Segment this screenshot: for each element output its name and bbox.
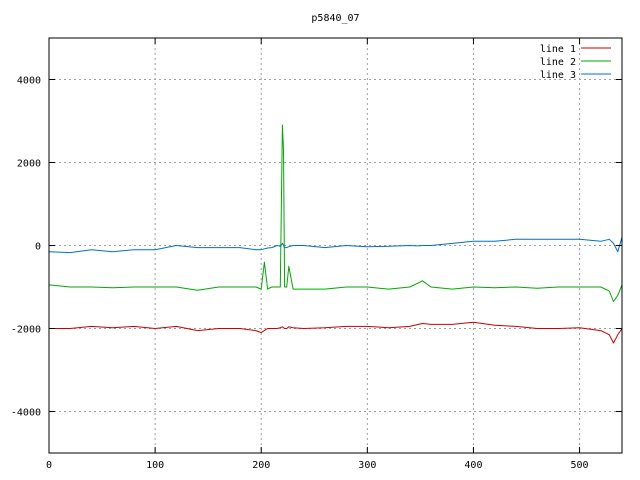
grid-layer	[49, 38, 622, 453]
tick-layer: 0 100 200 300 400 500 -4000 -2000 0 2000 4000	[11, 38, 622, 471]
x-tick-label: 400	[464, 460, 482, 471]
series-line-2	[48, 124, 623, 302]
y-tick-label: -2000	[11, 325, 41, 336]
x-tick-label: 300	[358, 460, 376, 471]
y-tick-label: -4000	[11, 408, 41, 419]
y-tick-label: 4000	[17, 76, 41, 87]
y-tick-label: 0	[35, 242, 41, 253]
legend-label: line 1	[540, 44, 576, 55]
y-tick-label: 2000	[17, 159, 41, 170]
legend-label: line 3	[540, 70, 576, 81]
x-tick-label: 0	[46, 460, 52, 471]
legend: line 1 line 2 line 3	[540, 44, 611, 81]
x-tick-label: 200	[252, 460, 270, 471]
series-layer	[48, 124, 623, 344]
series-line-3	[48, 237, 623, 254]
chart-title: p5840_07	[311, 13, 359, 24]
x-tick-label: 500	[571, 460, 589, 471]
legend-label: line 2	[540, 57, 576, 68]
series-line-1	[49, 321, 623, 344]
x-tick-label: 100	[146, 460, 164, 471]
